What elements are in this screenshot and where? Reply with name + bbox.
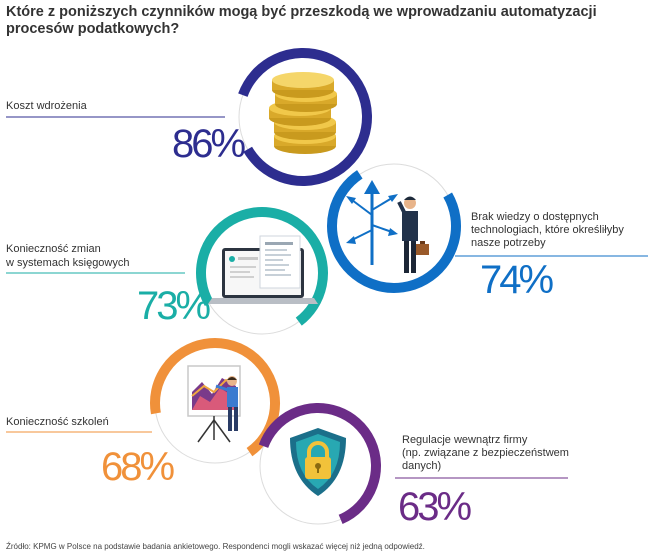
label-brak-line1: Brak wiedzy o dostępnych [471, 211, 599, 223]
value-koszt: 86% [172, 122, 246, 166]
label-koszt: Koszt wdrożenia [6, 100, 87, 112]
donut-ring-koszt [234, 48, 372, 186]
presentation-board-icon [187, 365, 241, 443]
donut-arc [327, 159, 461, 293]
label-regulacje-line2: (np. związane z bezpieczeństwem [402, 447, 569, 459]
label-brak-line2: technologiach, które określiłyby [471, 224, 624, 236]
chart-title: Które z poniższych czynników mogą być pr… [6, 4, 597, 37]
donut-ring-brak [327, 159, 461, 293]
value-zmian: 73% [137, 284, 211, 328]
security-shield-lock-icon [290, 428, 346, 496]
label-regulacje-line3: danych) [402, 460, 442, 472]
confused-man-arrows-icon [346, 180, 429, 273]
donut-arc [234, 48, 372, 186]
label-brak-line3: nasze potrzeby [471, 237, 546, 249]
donut-ring-szkolen [150, 338, 280, 469]
value-brak: 74% [480, 258, 554, 302]
laptop-document-icon [208, 235, 318, 304]
value-regulacje: 63% [398, 485, 472, 529]
value-szkolen: 68% [101, 445, 175, 489]
label-zmian-line2: w systemach księgowych [6, 257, 130, 269]
label-zmian-line1: Konieczność zmian [6, 243, 101, 255]
label-regulacje-line1: Regulacje wewnątrz firmy [402, 434, 528, 446]
donut-arc [150, 338, 280, 469]
label-szkolen: Konieczność szkoleń [6, 416, 109, 428]
donut-ring-regulacje [255, 403, 381, 529]
source-note: Źródło: KPMG w Polsce na podstawie badan… [6, 542, 425, 551]
donut-arc [255, 403, 381, 529]
coins-icon [269, 72, 337, 154]
